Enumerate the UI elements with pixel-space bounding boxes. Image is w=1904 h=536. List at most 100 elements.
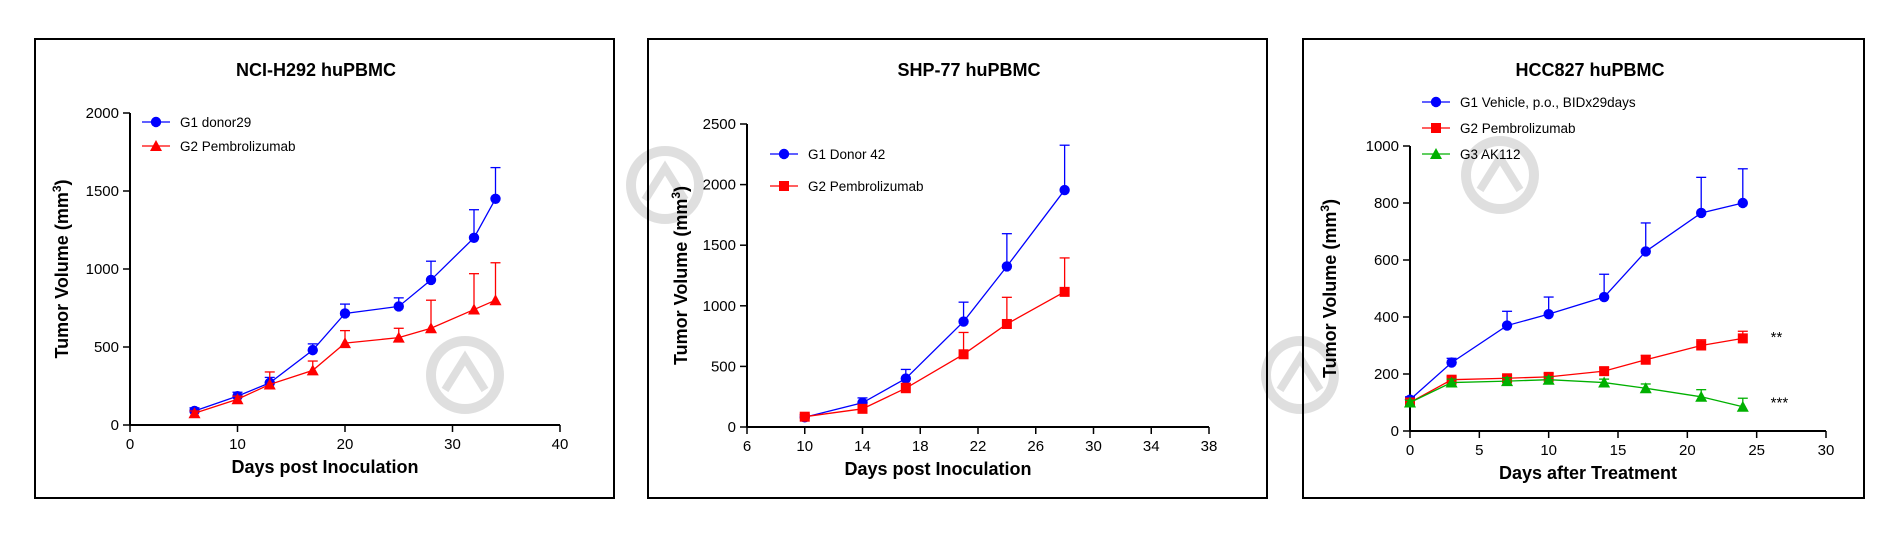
data-point — [1445, 376, 1458, 388]
y-tick-label: 400 — [1374, 309, 1399, 326]
significance-annotation: ** — [1771, 329, 1783, 346]
y-axis-label-close: ) — [52, 179, 72, 185]
chart-panel-hcc827: HCC827 huPBMC 0 5 10 15 20 25 30 0 200 400 600 800 10… — [1302, 38, 1865, 499]
data-point — [306, 364, 319, 376]
y-tick-label: 200 — [1374, 366, 1399, 383]
data-point — [490, 193, 501, 204]
y-tick-label: 0 — [728, 419, 736, 436]
data-point — [1737, 333, 1748, 344]
x-tick-label: 10 — [229, 436, 246, 453]
data-point — [1598, 291, 1610, 303]
data-point — [263, 378, 276, 390]
y-tick-label: 1000 — [1366, 138, 1399, 155]
series-group — [1404, 168, 1748, 405]
y-tick-label: 0 — [1391, 423, 1399, 440]
y-axis-label-superscript: 3 — [50, 185, 64, 192]
series-line — [1409, 379, 1743, 408]
legend-label: G1 donor29 — [180, 115, 251, 130]
significance-annotation: *** — [1771, 395, 1789, 412]
data-point — [1501, 320, 1513, 331]
y-axis-label: Tumor Volume (mm3) — [50, 179, 72, 358]
x-tick-label: 30 — [1818, 442, 1835, 459]
legend-marker — [1431, 123, 1441, 133]
legend-marker — [778, 148, 790, 160]
y-axis-label-close: ) — [1320, 199, 1340, 205]
x-axis-label: Days post Inoculation — [231, 457, 418, 477]
series-group — [188, 262, 502, 419]
data-point — [339, 337, 351, 349]
data-point — [958, 316, 969, 327]
y-tick-label: 800 — [1374, 195, 1399, 212]
data-point — [307, 344, 318, 356]
x-tick-label: 25 — [1748, 442, 1765, 459]
data-point — [1696, 207, 1707, 219]
y-tick-label: 1000 — [86, 261, 119, 278]
data-point — [900, 373, 912, 384]
data-point — [1599, 366, 1610, 377]
legend-marker — [150, 116, 162, 128]
x-tick-label: 30 — [1085, 438, 1102, 455]
y-tick-label: 500 — [94, 339, 119, 356]
x-tick-label: 14 — [854, 438, 871, 455]
x-tick-label: 5 — [1475, 442, 1483, 459]
series-group — [189, 166, 501, 417]
x-axis-label: Days post Inoculation — [844, 459, 1031, 479]
y-axis-label-main: Tumor Volume (mm — [1320, 212, 1340, 378]
data-point — [1001, 261, 1013, 272]
data-point — [1736, 400, 1749, 412]
legend-marker — [779, 181, 789, 191]
data-point — [188, 407, 201, 419]
x-tick-label: 38 — [1201, 438, 1218, 455]
series-line — [1409, 202, 1743, 401]
data-point — [468, 303, 480, 315]
data-point — [1543, 308, 1554, 320]
y-axis-label-superscript: 3 — [669, 192, 683, 199]
series-group — [799, 257, 1070, 422]
x-tick-label: 6 — [743, 438, 751, 455]
x-tick-label: 34 — [1143, 438, 1160, 455]
series-line — [804, 189, 1066, 418]
data-point — [1059, 286, 1070, 297]
x-tick-label: 15 — [1610, 442, 1627, 459]
series-line — [804, 291, 1065, 418]
data-point — [1695, 390, 1708, 402]
x-tick-label: 18 — [912, 438, 929, 455]
legend-label: G1 Vehicle, p.o., BIDx29days — [1460, 95, 1636, 110]
legend-marker — [150, 140, 162, 151]
x-tick-label: 10 — [1540, 442, 1557, 459]
data-point — [1696, 340, 1707, 351]
x-tick-label: 0 — [126, 436, 134, 453]
data-point — [1501, 375, 1514, 387]
series-line — [1409, 337, 1743, 404]
data-point — [231, 393, 244, 405]
legend-marker — [1430, 96, 1442, 108]
y-tick-label: 2000 — [703, 177, 736, 194]
x-tick-label: 22 — [970, 438, 987, 455]
data-point — [1640, 354, 1651, 365]
data-point — [1639, 382, 1652, 394]
x-tick-label: 20 — [1679, 442, 1696, 459]
chart-panel-nci-h292: NCI-H292 huPBMC 0 10 20 30 40 0 500 1000 1500 2000… — [34, 38, 615, 499]
y-tick-label: 1000 — [703, 298, 736, 315]
data-point — [425, 322, 437, 334]
legend-label: G2 Pembrolizumab — [180, 139, 296, 154]
x-axis-label: Days after Treatment — [1499, 463, 1677, 483]
data-point — [1404, 396, 1416, 408]
y-axis-label-superscript: 3 — [1318, 205, 1332, 212]
chart-title: NCI-H292 huPBMC — [236, 60, 396, 80]
legend-label: G3 AK112 — [1460, 147, 1521, 162]
y-tick-label: 500 — [711, 358, 736, 375]
legend-marker — [1430, 148, 1442, 159]
data-point — [1737, 197, 1748, 209]
y-tick-label: 2000 — [86, 105, 119, 122]
chart-svg-hcc827: HCC827 huPBMC 0 5 10 15 20 25 30 0 200 400 600 800 10… — [1318, 60, 1835, 483]
legend-label: G1 Donor 42 — [808, 147, 885, 162]
data-point — [1059, 184, 1070, 196]
data-point — [1598, 376, 1611, 388]
data-point — [425, 274, 437, 286]
data-point — [392, 331, 405, 343]
y-tick-label: 1500 — [86, 183, 119, 200]
x-tick-label: 40 — [552, 436, 569, 453]
x-tick-label: 26 — [1027, 438, 1044, 455]
data-point — [468, 232, 480, 243]
